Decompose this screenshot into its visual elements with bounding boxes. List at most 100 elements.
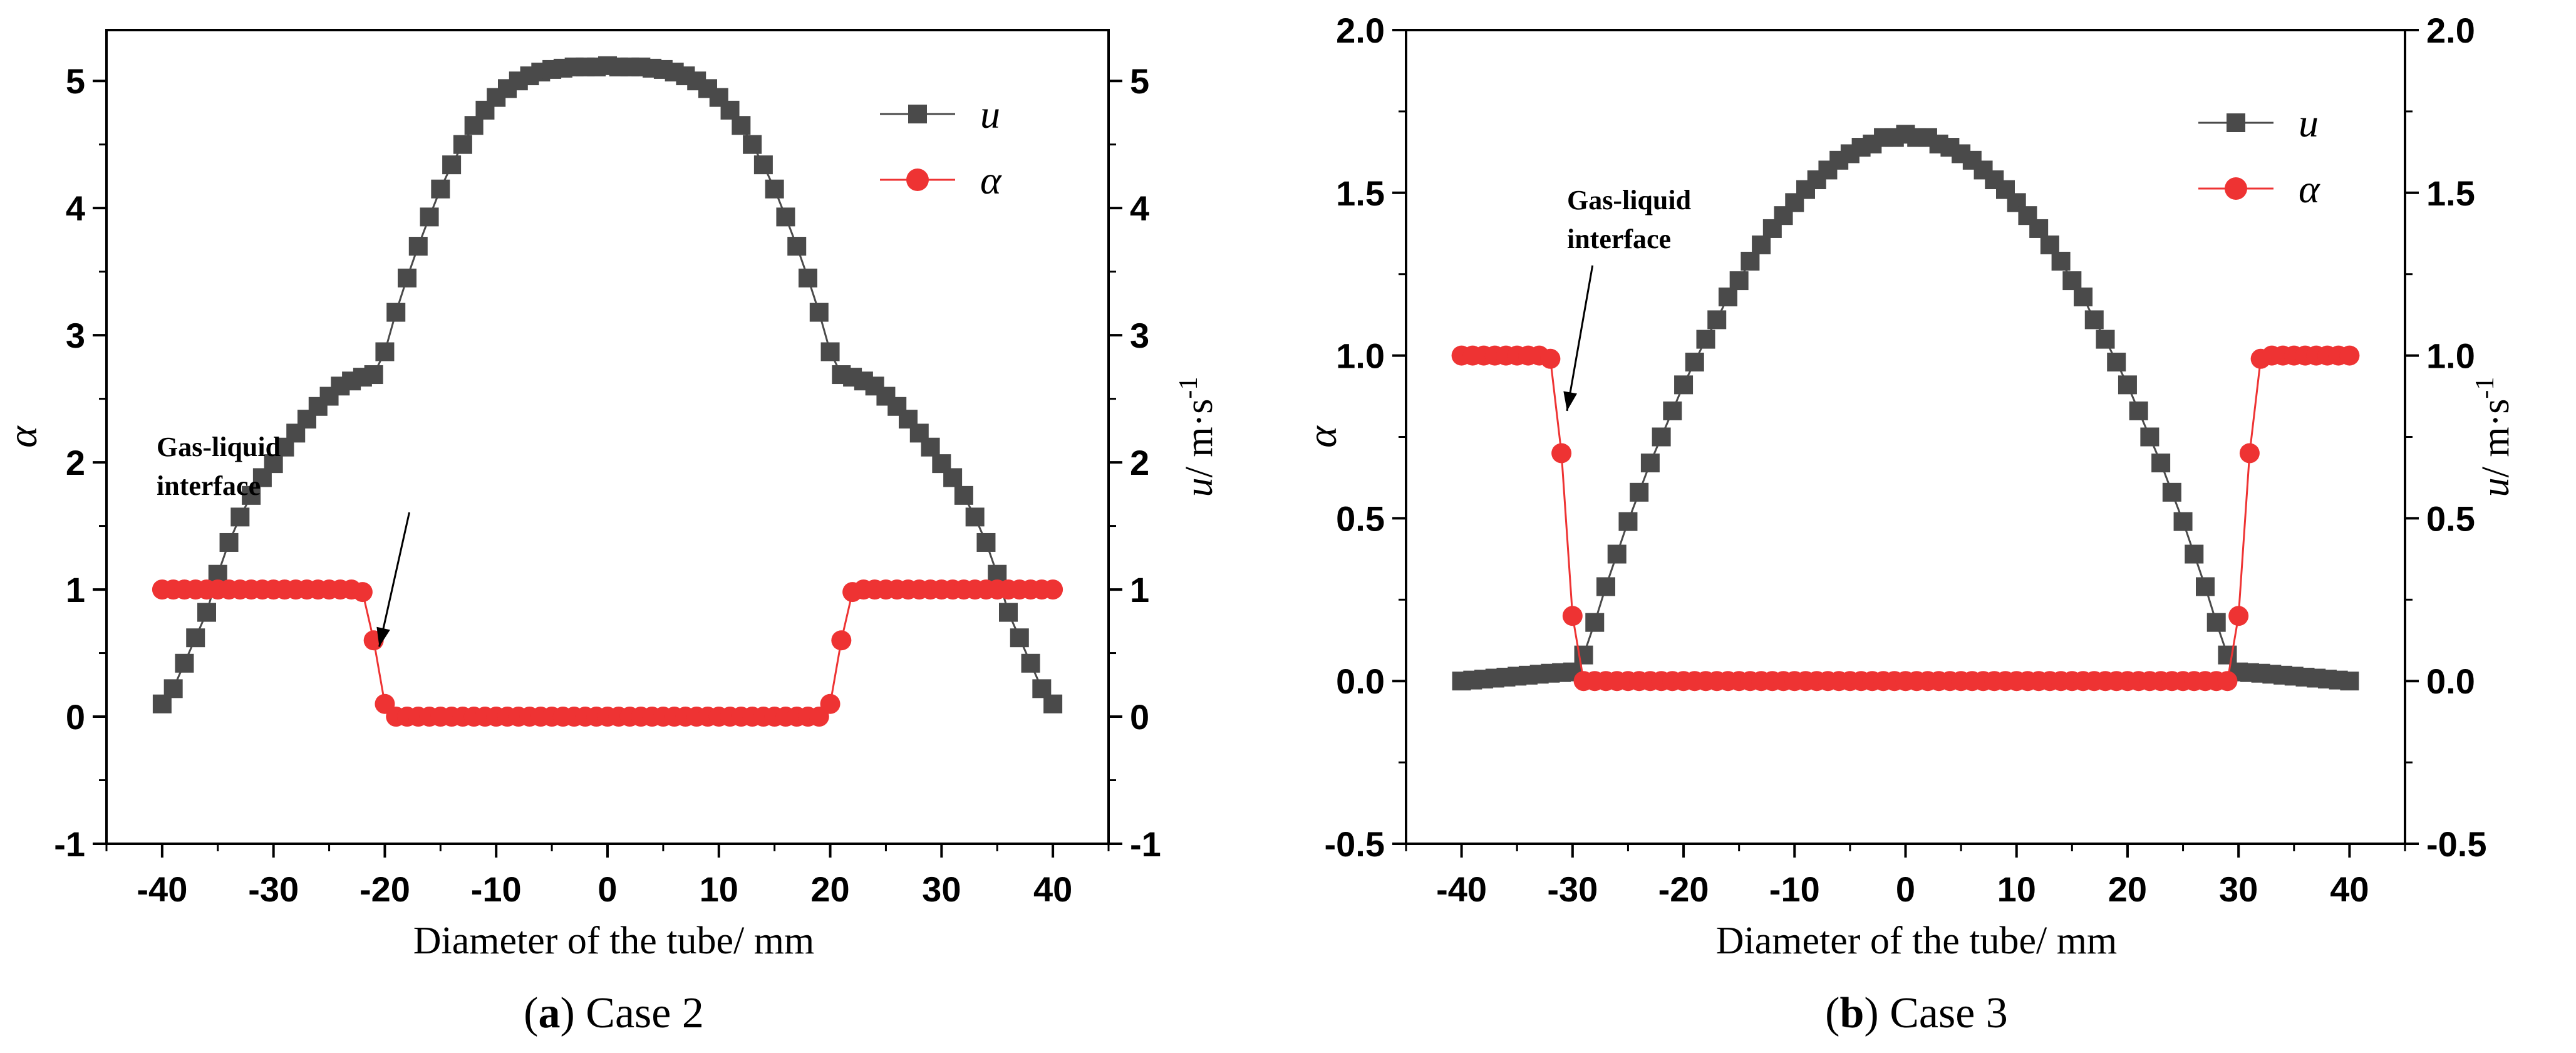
data-point-u <box>753 155 773 175</box>
data-point-u <box>1021 653 1040 673</box>
y-tick-label-right: 5 <box>1130 61 1149 101</box>
x-tick-label: -30 <box>1547 869 1598 909</box>
data-point-u <box>743 135 762 154</box>
annotation-arrow-head <box>1563 391 1577 411</box>
legend-label: α <box>980 158 1002 202</box>
series-line-alpha <box>162 588 1053 718</box>
caption-close-paren: ) <box>1864 989 1878 1037</box>
data-point-alpha <box>1540 348 1561 369</box>
data-point-u <box>1010 628 1029 648</box>
data-point-u <box>1043 694 1063 713</box>
annotation-arrow-head <box>376 626 390 647</box>
data-point-u <box>2218 645 2237 665</box>
plot-frame <box>1405 29 2406 845</box>
y-tick-label-left: 1.0 <box>1336 336 1385 376</box>
x-axis-title: Diameter of the tube/ mm <box>413 920 814 962</box>
data-point-u <box>954 485 973 505</box>
caption-letter: a <box>538 989 560 1037</box>
data-point-u <box>1596 577 1615 596</box>
data-point-u <box>163 679 183 698</box>
data-point-u <box>375 342 395 361</box>
data-point-u <box>2051 251 2071 271</box>
data-point-u <box>1729 271 1749 291</box>
data-point-u <box>1685 352 1704 371</box>
panel-caption: (a) Case 2 <box>524 989 704 1037</box>
x-tick-label: 10 <box>700 869 738 909</box>
data-point-alpha <box>2228 606 2249 626</box>
y-axis-title-right: u/ m·s-1 <box>1174 377 1221 497</box>
data-point-u <box>230 507 250 527</box>
data-point-u <box>2096 329 2115 349</box>
x-tick-label: -10 <box>1769 869 1820 909</box>
data-point-u <box>1752 235 1771 254</box>
x-tick-label: -30 <box>248 869 299 909</box>
data-point-u <box>453 135 472 154</box>
y-tick-label-left: 3 <box>66 316 85 355</box>
data-point-u <box>186 628 205 648</box>
y-tick-label-left: 0.0 <box>1336 661 1385 701</box>
data-point-u <box>1640 454 1660 473</box>
data-point-u <box>1741 251 1760 271</box>
data-point-u <box>420 207 439 227</box>
x-tick-label: -10 <box>471 869 522 909</box>
y-tick-label-left: 1 <box>66 570 85 609</box>
x-tick-label: 20 <box>810 869 849 909</box>
data-point-u <box>1663 401 1682 420</box>
data-point-alpha <box>1562 606 1583 626</box>
y-tick-label-left: 1.5 <box>1336 174 1385 213</box>
data-point-u <box>732 116 751 135</box>
x-tick-label: 20 <box>2108 869 2147 909</box>
legend-marker-alpha <box>906 169 929 191</box>
data-point-u <box>2040 235 2059 254</box>
data-point-u <box>2151 454 2171 473</box>
data-point-u <box>1630 482 1649 502</box>
y-axis-title-left: α <box>1300 425 1345 448</box>
data-point-u <box>999 603 1018 622</box>
data-point-u <box>1696 329 1715 349</box>
data-point-u <box>386 303 406 322</box>
data-point-u <box>2107 352 2126 371</box>
data-point-u <box>1652 427 1671 447</box>
data-point-u <box>2062 271 2082 291</box>
legend-marker-alpha <box>2225 177 2247 200</box>
y-tick-label-right: 1 <box>1130 570 1149 609</box>
y-axis-title-right-exp: -1 <box>1174 377 1203 399</box>
x-tick-label: -20 <box>1658 869 1709 909</box>
y-tick-label-left: 2 <box>66 443 85 482</box>
data-point-u <box>442 155 462 175</box>
data-point-u <box>175 653 194 673</box>
x-tick-label: 40 <box>2330 869 2369 909</box>
y-tick-label-left: 4 <box>66 189 85 228</box>
data-point-u <box>1707 310 1727 329</box>
annotation-arrow-shaft <box>378 512 411 647</box>
y-tick-label-right: 0 <box>1130 697 1149 737</box>
data-point-u <box>2029 219 2049 238</box>
data-point-alpha <box>1551 443 1572 464</box>
x-tick-label: 0 <box>1896 869 1915 909</box>
data-point-alpha <box>352 582 373 603</box>
y-tick-label-left: 2.0 <box>1336 11 1385 50</box>
legend-marker-u <box>908 105 927 123</box>
data-point-u <box>2162 482 2181 502</box>
x-tick-label: 40 <box>1033 869 1072 909</box>
data-point-u <box>799 268 817 288</box>
data-point-u <box>1607 544 1627 564</box>
annotation-text-line2: interface <box>157 470 261 501</box>
data-point-u <box>1574 645 1593 665</box>
y-tick-label-right: 1.5 <box>2426 174 2475 213</box>
y-axis-title-right-unit: / m·s <box>2475 399 2517 478</box>
data-point-u <box>965 507 985 527</box>
y-tick-label-left: -0.5 <box>1325 824 1385 864</box>
data-point-u <box>264 454 283 474</box>
y-axis-title-right-var: u <box>1178 477 1221 497</box>
legend-label: u <box>2299 101 2319 145</box>
x-tick-label: -40 <box>1436 869 1487 909</box>
data-point-alpha <box>2217 671 2238 692</box>
x-axis-title: Diameter of the tube/ mm <box>1716 920 2117 962</box>
data-point-alpha <box>1043 579 1063 600</box>
data-point-u <box>943 468 963 487</box>
data-point-u <box>364 365 383 385</box>
data-point-u <box>1618 512 1638 531</box>
y-tick-label-right: 0.5 <box>2426 499 2475 538</box>
